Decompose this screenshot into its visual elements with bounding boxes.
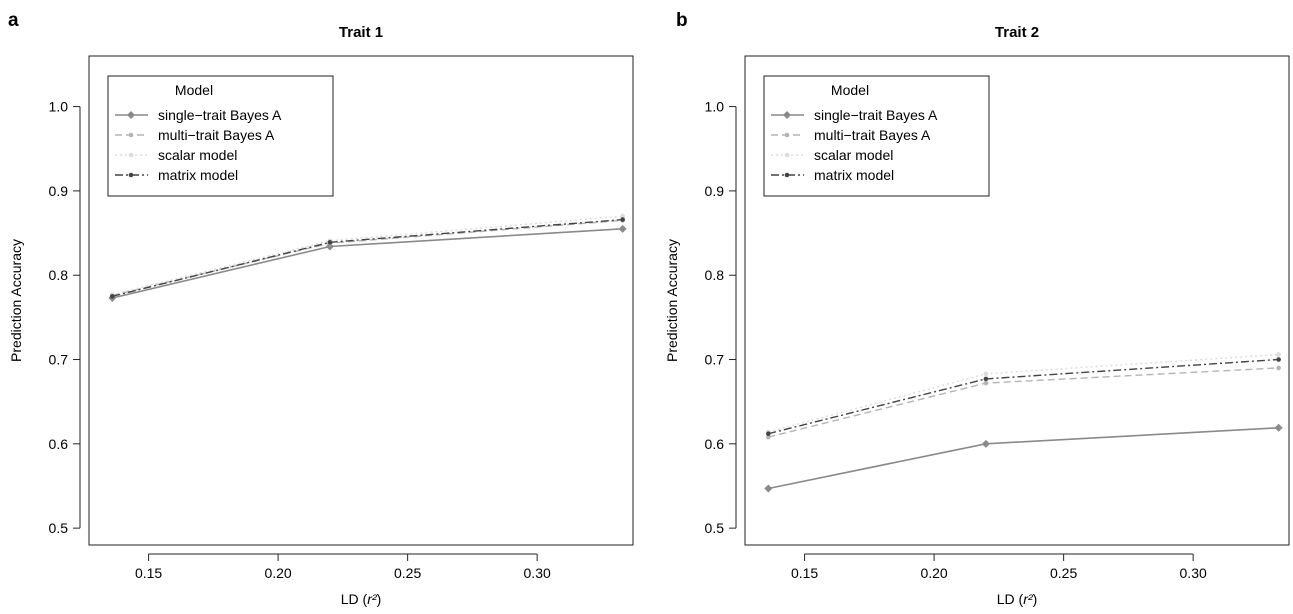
legend-swatch-marker (128, 172, 134, 178)
x-axis-label-part: ² (1028, 591, 1034, 607)
y-axis-label: Prediction Accuracy (664, 239, 680, 362)
x-tick-label: 0.20 (264, 565, 291, 581)
y-tick-label: 0.5 (705, 520, 725, 536)
x-axis-label-part: r (1023, 591, 1029, 607)
y-axis-label: Prediction Accuracy (8, 239, 24, 362)
data-point (1276, 357, 1281, 362)
y-tick-label: 0.7 (49, 352, 69, 368)
series-2 (766, 352, 1281, 435)
x-axis-label: LD (r²) (341, 591, 381, 607)
series-line (768, 353, 1279, 433)
y-tick-label: 1.0 (705, 99, 725, 115)
x-tick-label: 0.20 (920, 565, 947, 581)
x-axis-label-part: ) (1033, 591, 1038, 607)
chart-title: Trait 2 (995, 24, 1039, 41)
y-tick-label: 1.0 (49, 99, 69, 115)
legend-entry-label: scalar model (814, 147, 893, 163)
legend-swatch-marker (784, 132, 790, 138)
y-tick-label: 0.7 (705, 352, 725, 368)
chart-panel-a: a Trait 1 0.15 0.20 0.25 0.30 0.5 0.6 0.7 0.8 0.9 1… (8, 10, 634, 607)
y-tick-label: 0.5 (49, 520, 69, 536)
chart-panel-b: b Trait 2 0.15 0.20 0.25 0.30 0.5 0.6 0.7 0.8 0.9 1… (664, 10, 1290, 607)
legend-box (107, 75, 334, 197)
x-tick-label: 0.30 (524, 565, 551, 581)
data-point (327, 240, 333, 245)
x-tick-label: 0.15 (791, 565, 818, 581)
x-axis-label-part: LD ( (997, 591, 1024, 607)
x-axis-label-part: r (367, 591, 373, 607)
x-axis-label-part: LD ( (341, 591, 368, 607)
y-tick-label: 0.9 (705, 183, 725, 199)
data-point (620, 213, 625, 219)
series-line (768, 367, 1279, 438)
data-point (764, 484, 773, 493)
y-tick-label: 0.9 (49, 183, 69, 199)
series-1 (766, 365, 1281, 440)
data-point (766, 434, 771, 440)
y-tick-label: 0.6 (49, 436, 69, 452)
legend-swatch-marker (784, 152, 790, 158)
x-tick-label: 0.30 (1180, 565, 1207, 581)
x-tick-label: 0.25 (394, 565, 421, 581)
x-axis-label-part: ² (372, 591, 378, 607)
series-line (768, 427, 1279, 490)
legend-title: Model (831, 82, 869, 98)
series-line (112, 215, 623, 296)
legend-entry-label: multi−trait Bayes A (814, 127, 931, 143)
data-point (981, 439, 990, 448)
chart-title: Trait 1 (339, 24, 383, 41)
series-0 (108, 224, 627, 302)
legend-swatch-marker (127, 111, 135, 119)
data-point (620, 217, 625, 222)
legend-entry-label: single−trait Bayes A (814, 107, 938, 123)
series-3 (110, 217, 625, 299)
data-point (983, 376, 989, 382)
panel-label: a (8, 10, 19, 31)
legend-entry-label: multi−trait Bayes A (158, 127, 275, 143)
series-1 (110, 218, 625, 298)
legend-entry-label: matrix model (158, 167, 238, 183)
data-point (618, 224, 627, 233)
x-axis-label-part: ) (377, 591, 382, 607)
legend-swatch-marker (783, 111, 791, 119)
y-tick-label: 0.6 (705, 436, 725, 452)
plot-frame (88, 55, 634, 546)
x-tick-label: 0.15 (135, 565, 162, 581)
data-point (1276, 352, 1281, 357)
data-point (983, 380, 989, 386)
data-point (325, 242, 334, 251)
legend-title: Model (175, 82, 213, 98)
x-axis-label: LD (r²) (997, 591, 1037, 607)
series-0 (764, 423, 1283, 493)
legend: Model single−trait Bayes A multi−trait Bay… (107, 75, 334, 197)
plot-frame (744, 55, 1290, 546)
data-point (983, 371, 989, 377)
legend-entry-label: scalar model (158, 147, 237, 163)
y-tick-label: 0.8 (705, 267, 725, 283)
series-line (112, 218, 623, 297)
series-line (112, 219, 623, 297)
data-point (1276, 365, 1281, 371)
legend-entry-label: single−trait Bayes A (158, 107, 282, 123)
data-point (1274, 423, 1283, 432)
y-tick-label: 0.8 (49, 267, 69, 283)
series-line (768, 358, 1279, 435)
x-tick-label: 0.25 (1050, 565, 1077, 581)
legend-swatch-marker (128, 152, 134, 158)
panel-label: b (676, 10, 688, 31)
series-3 (766, 357, 1281, 437)
legend-entry-label: matrix model (814, 167, 894, 183)
legend-swatch-marker (784, 172, 790, 178)
data-point (766, 431, 771, 437)
legend: Model single−trait Bayes A multi−trait Bay… (763, 75, 990, 197)
legend-swatch-marker (128, 132, 134, 138)
legend-box (763, 75, 990, 197)
data-point (110, 293, 115, 299)
